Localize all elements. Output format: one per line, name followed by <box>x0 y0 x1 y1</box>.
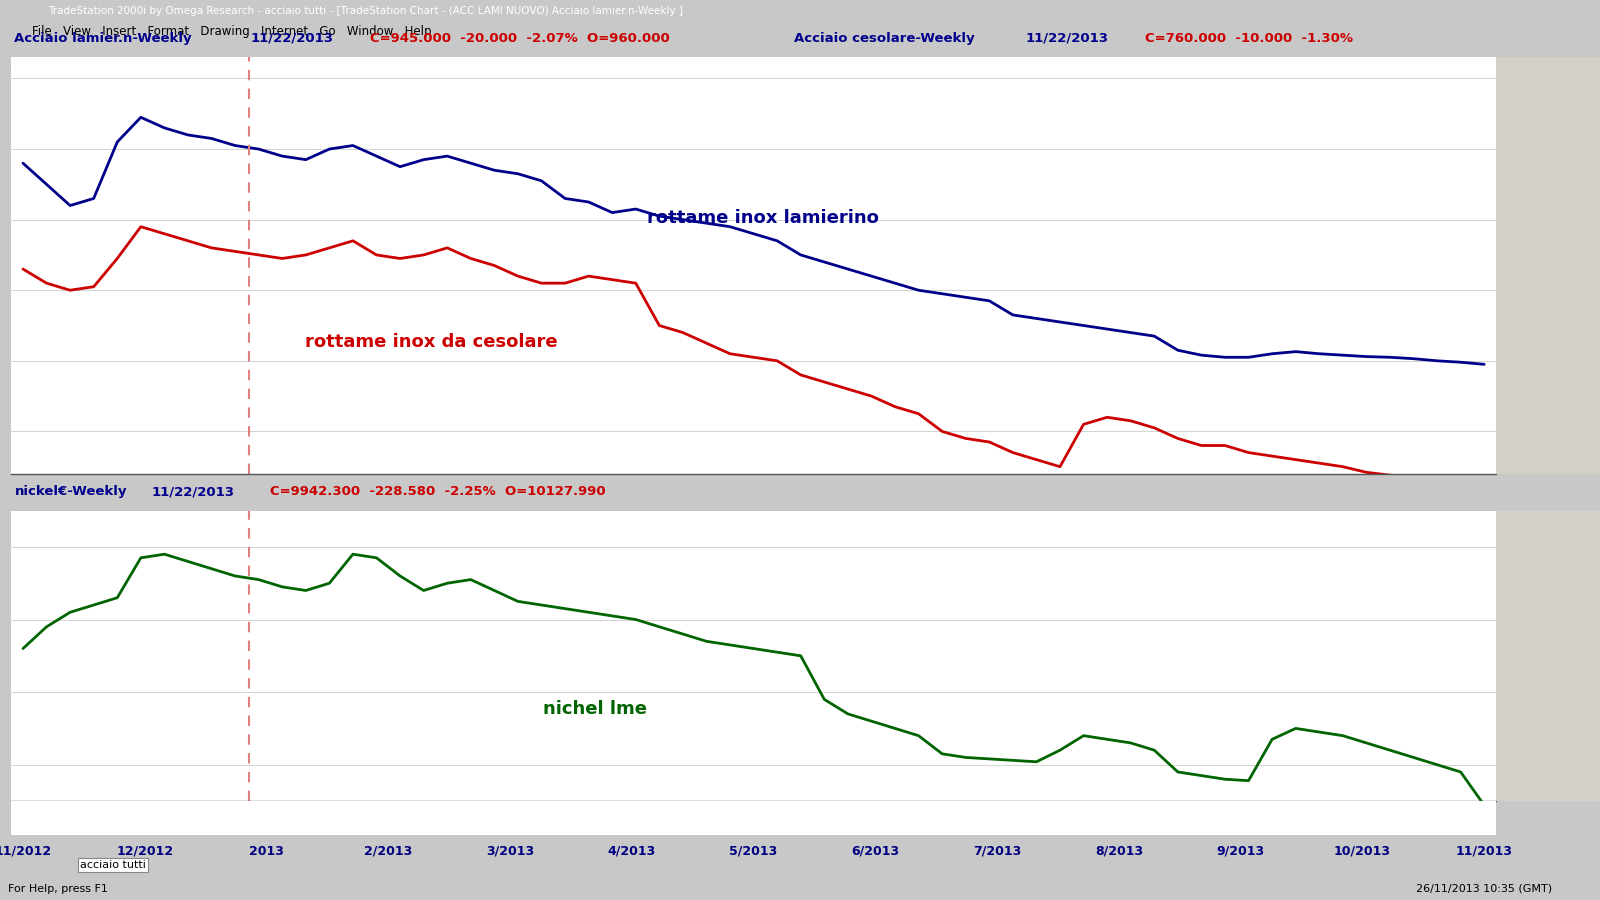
Text: Acciaio cesolare-Weekly: Acciaio cesolare-Weekly <box>794 32 974 45</box>
Text: C=945.000  -20.000  -2.07%  O=960.000: C=945.000 -20.000 -2.07% O=960.000 <box>371 32 670 45</box>
Text: TradeStation 2000i by Omega Research - acciaio tutti - [TradeStation Chart - (AC: TradeStation 2000i by Omega Research - a… <box>48 5 683 16</box>
Text: C=760.000  -10.000  -1.30%: C=760.000 -10.000 -1.30% <box>1146 32 1354 45</box>
Text: nichel lme: nichel lme <box>542 700 646 718</box>
Text: 26/11/2013 10:35 (GMT): 26/11/2013 10:35 (GMT) <box>1416 884 1552 894</box>
Text: 11/22/2013: 11/22/2013 <box>152 485 235 499</box>
Text: For Help, press F1: For Help, press F1 <box>8 884 107 894</box>
Text: rottame inox da cesolare: rottame inox da cesolare <box>306 333 558 351</box>
Text: rottame inox lamierino: rottame inox lamierino <box>646 209 878 227</box>
Text: 11/22/2013: 11/22/2013 <box>1026 32 1109 45</box>
Text: nickel€-Weekly: nickel€-Weekly <box>14 485 126 499</box>
Text: File   View   Insert   Format   Drawing   Internet   Go   Window   Help: File View Insert Format Drawing Internet… <box>32 25 432 38</box>
Text: C=9942.300  -228.580  -2.25%  O=10127.990: C=9942.300 -228.580 -2.25% O=10127.990 <box>270 485 605 499</box>
Text: Acciaio lamier.n-Weekly: Acciaio lamier.n-Weekly <box>14 32 192 45</box>
Text: 11/22/2013: 11/22/2013 <box>251 32 334 45</box>
Text: acciaio tutti: acciaio tutti <box>80 860 146 869</box>
